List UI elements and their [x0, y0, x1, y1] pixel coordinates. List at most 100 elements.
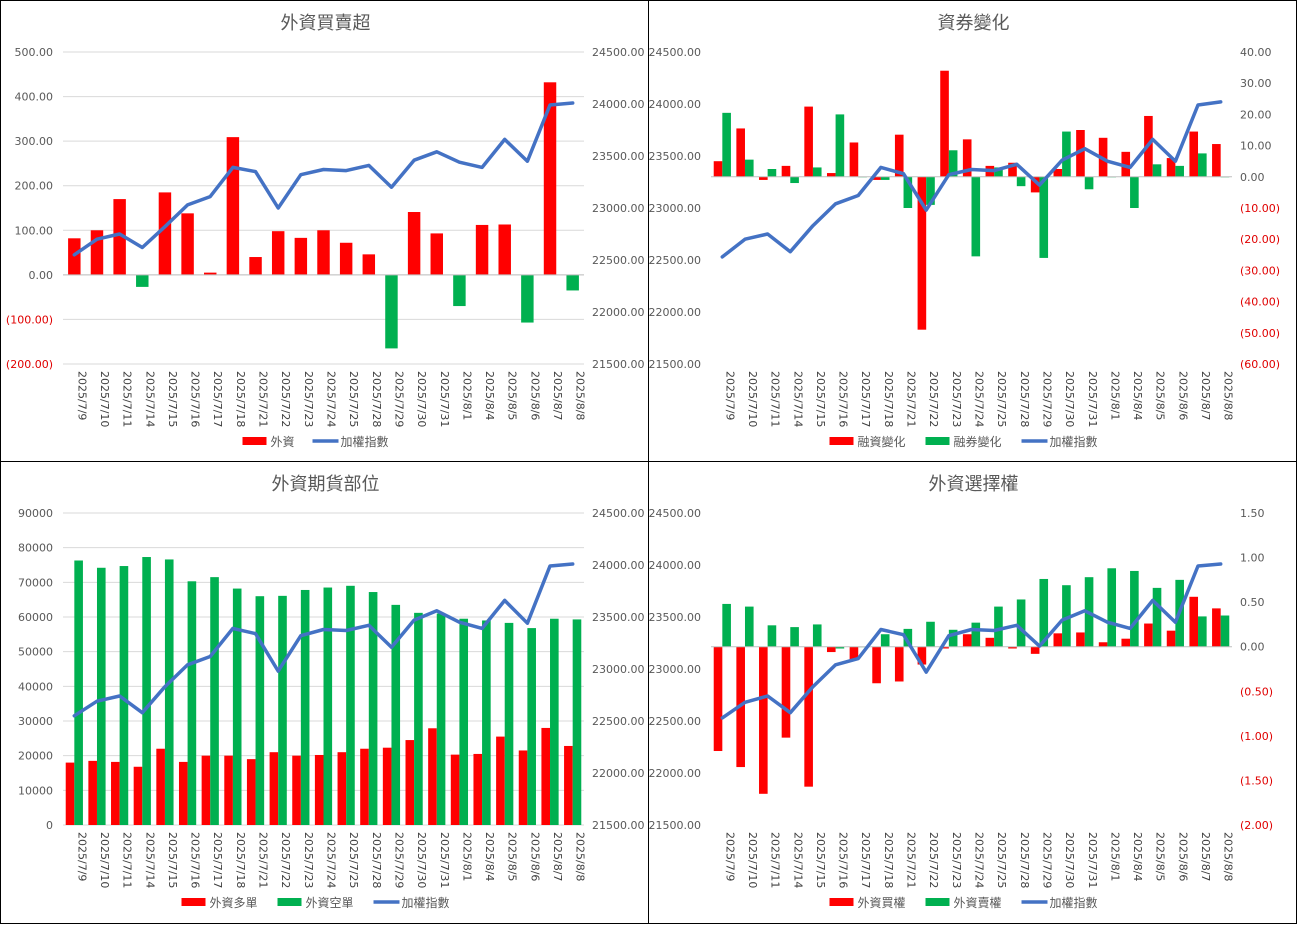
x-tick-label: 2025/7/18 — [882, 832, 895, 888]
y2-tick-label: (50.00) — [1240, 327, 1280, 340]
index-line — [72, 562, 575, 718]
bar — [317, 230, 330, 275]
bar — [323, 587, 333, 825]
x-tick-label: 2025/7/28 — [370, 832, 383, 888]
y2-tick-label: 1.00 — [1240, 552, 1265, 565]
x-tick-label: 2025/7/21 — [257, 832, 270, 888]
x-tick-label: 2025/8/7 — [551, 371, 564, 420]
bar — [566, 274, 579, 291]
x-tick-label: 2025/7/29 — [392, 832, 405, 888]
x-tick-label: 2025/7/31 — [1086, 371, 1099, 427]
bar — [368, 592, 378, 825]
bar — [119, 566, 129, 825]
x-tick-label: 2025/7/28 — [1018, 371, 1031, 427]
x-tick-label: 2025/7/29 — [1040, 832, 1053, 888]
x-tick-label: 2025/7/24 — [973, 371, 986, 427]
y2-tick-label: 0.00 — [1240, 171, 1265, 184]
bar — [940, 646, 949, 649]
index-line — [720, 562, 1223, 720]
chart-title: 外資期貨部位 — [272, 474, 380, 495]
x-tick-label: 2025/8/6 — [528, 371, 541, 420]
y-tick-label: 21500.00 — [649, 819, 701, 832]
x-tick-label: 2025/7/25 — [347, 832, 360, 888]
bar — [1175, 165, 1184, 177]
y2-tick-label: 30.00 — [1240, 77, 1272, 90]
bar — [518, 750, 528, 825]
y2-tick-label: (60.00) — [1240, 358, 1280, 371]
bar — [1166, 630, 1176, 647]
bar — [204, 272, 217, 275]
y-tick-label: 0 — [46, 819, 53, 832]
bar — [903, 176, 913, 208]
y2-tick-label: 24000.00 — [592, 98, 645, 111]
x-tick-label: 2025/8/7 — [551, 832, 564, 881]
bar — [1076, 130, 1085, 177]
bar — [246, 759, 256, 825]
legend-swatch — [829, 898, 854, 906]
bar — [722, 112, 731, 177]
y2-tick-label: (30.00) — [1240, 264, 1280, 277]
y-tick-label: 70000 — [18, 576, 53, 589]
y2-tick-label: 22000.00 — [592, 306, 645, 319]
bar — [781, 646, 791, 738]
legend-label: 加權指數 — [402, 895, 450, 910]
x-tick-label: 2025/7/22 — [279, 832, 292, 888]
x-tick-label: 2025/7/16 — [837, 371, 850, 427]
x-tick-label: 2025/7/24 — [325, 371, 338, 427]
bar — [158, 192, 172, 275]
bar — [550, 618, 559, 825]
bar — [1098, 642, 1108, 647]
bar — [1121, 638, 1131, 647]
chart-canvas: 外資買賣超 500.00 400.00 300.00 200.00 100.00 0.00 (… — [6, 13, 645, 449]
legend-label: 外資空單 — [306, 896, 354, 910]
bar — [226, 137, 240, 275]
x-tick-label: 2025/7/22 — [279, 371, 292, 427]
x-tick-label: 2025/7/17 — [859, 832, 872, 888]
bar — [1062, 131, 1071, 177]
bar — [985, 637, 995, 647]
x-tick-label: 2025/7/18 — [234, 832, 247, 888]
bar — [498, 224, 511, 275]
y-tick-label: 400.00 — [15, 91, 54, 104]
bar — [527, 628, 536, 825]
bar — [201, 755, 211, 825]
y2-tick-label: 0.00 — [1240, 641, 1265, 654]
x-tick-label: 2025/7/14 — [791, 832, 804, 888]
x-tick-label: 2025/7/9 — [75, 371, 88, 420]
x-tick-label: 2025/7/10 — [746, 832, 759, 888]
bar — [543, 82, 557, 275]
bar — [430, 233, 443, 275]
bar — [1053, 633, 1063, 647]
y2-tick-label: 0.50 — [1240, 596, 1265, 609]
y-tick-label: 50000 — [18, 646, 53, 659]
x-tick-label: 2025/7/28 — [370, 371, 383, 427]
bar — [156, 748, 165, 825]
y-tick-label: 24500.00 — [649, 507, 701, 520]
x-tick-label: 2025/8/1 — [460, 371, 473, 420]
x-tick-label: 2025/7/22 — [927, 832, 940, 888]
bar — [385, 274, 398, 349]
x-tick-label: 2025/7/9 — [75, 832, 88, 881]
x-tick-label: 2025/8/5 — [506, 832, 519, 881]
bar — [473, 753, 483, 825]
chart-title: 外資買賣超 — [281, 13, 371, 34]
bar — [894, 646, 904, 682]
bar — [1076, 632, 1085, 647]
bar — [971, 622, 981, 647]
bar — [1212, 608, 1221, 647]
bar — [1198, 153, 1207, 177]
bar — [96, 567, 106, 825]
y-tick-label: (100.00) — [6, 313, 53, 326]
legend-swatch — [277, 898, 302, 906]
x-tick-label: 2025/7/23 — [950, 832, 963, 888]
y2-tick-label: (10.00) — [1240, 202, 1280, 215]
bar — [826, 646, 836, 653]
y2-tick-label: 23500.00 — [592, 611, 645, 624]
y2-tick-label: 21500.00 — [592, 358, 645, 371]
bar — [1189, 131, 1199, 177]
x-tick-label: 2025/7/31 — [1086, 832, 1099, 888]
bar — [767, 625, 777, 647]
bar — [405, 740, 415, 825]
bar — [804, 646, 813, 787]
